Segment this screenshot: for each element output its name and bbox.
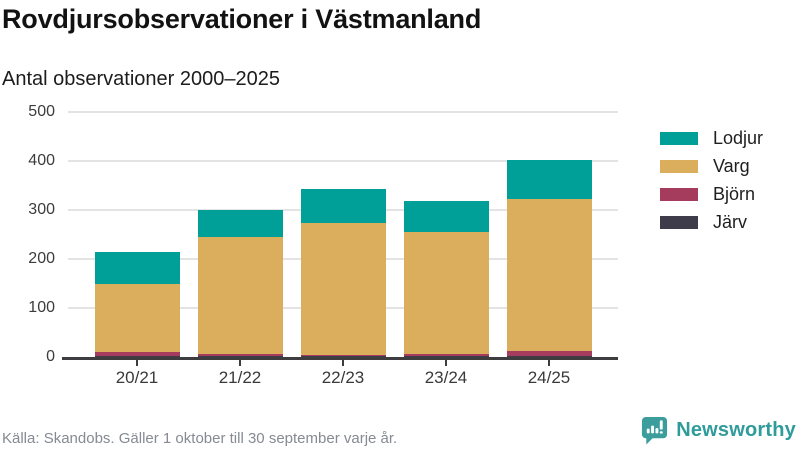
legend-label: Järv <box>713 211 748 232</box>
segment-björn-21/22 <box>197 353 283 357</box>
source-note: Källa: Skandobs. Gäller 1 oktober till 3… <box>2 430 398 447</box>
x-tick-label-23/24: 23/24 <box>424 368 468 387</box>
bar-22/23 <box>300 189 386 357</box>
gridline-400 <box>68 160 618 162</box>
segment-lodjur-22/23 <box>300 189 386 223</box>
segment-varg-23/24 <box>403 232 489 354</box>
plot-area <box>65 111 618 357</box>
bar-23/24 <box>403 200 489 357</box>
y-tick-label: 500 <box>28 103 55 120</box>
segment-järv-22/23 <box>300 356 386 357</box>
x-tick-label-21/22: 21/22 <box>218 368 262 387</box>
segment-varg-20/21 <box>94 283 180 353</box>
y-tick-label: 400 <box>28 152 55 169</box>
y-tick-label: 200 <box>28 250 55 267</box>
legend-label: Lodjur <box>713 127 764 148</box>
segment-järv-24/25 <box>506 356 592 357</box>
chart-subtitle: Antal observationer 2000–2025 <box>2 68 280 90</box>
segment-järv-20/21 <box>94 356 180 357</box>
legend-swatch-varg <box>660 159 698 173</box>
segment-lodjur-20/21 <box>94 251 180 284</box>
x-tick-label-20/21: 20/21 <box>115 368 159 387</box>
segment-lodjur-24/25 <box>506 160 592 200</box>
newsworthy-logo-icon <box>642 416 668 445</box>
chart-legend: Lodjur Varg Björn Järv <box>660 128 763 243</box>
x-tick <box>548 360 550 366</box>
x-tick-label-24/25: 24/25 <box>527 368 571 387</box>
legend-label: Björn <box>713 183 756 204</box>
legend-swatch-lodjur <box>660 131 698 145</box>
legend-item-lodjur: Lodjur <box>660 128 763 148</box>
bar-21/22 <box>197 210 283 357</box>
segment-varg-21/22 <box>197 236 283 354</box>
x-tick-label-22/23: 22/23 <box>321 368 365 387</box>
legend-item-björn: Björn <box>660 184 763 204</box>
segment-varg-24/25 <box>506 199 592 352</box>
segment-lodjur-23/24 <box>403 200 489 233</box>
segment-björn-23/24 <box>403 353 489 357</box>
legend-swatch-björn <box>660 187 698 201</box>
legend-label: Varg <box>713 155 750 176</box>
x-tick <box>445 360 447 366</box>
segment-björn-24/25 <box>506 351 592 357</box>
segment-järv-23/24 <box>403 356 489 357</box>
y-tick-label: 300 <box>28 201 55 218</box>
newsworthy-logo-text: Newsworthy <box>676 419 796 441</box>
legend-swatch-järv <box>660 215 698 229</box>
bar-24/25 <box>506 160 592 357</box>
page-title: Rovdjursobservationer i Västmanland <box>2 4 482 34</box>
y-tick-label: 100 <box>28 299 55 316</box>
y-tick-label: 0 <box>46 348 55 365</box>
segment-lodjur-21/22 <box>197 210 283 237</box>
x-tick <box>239 360 241 366</box>
x-axis-line <box>62 357 618 360</box>
segment-björn-20/21 <box>94 352 180 357</box>
gridline-500 <box>68 111 618 113</box>
bar-20/21 <box>94 251 180 357</box>
x-tick <box>342 360 344 366</box>
x-tick <box>136 360 138 366</box>
legend-item-varg: Varg <box>660 156 763 176</box>
legend-item-järv: Järv <box>660 212 763 232</box>
segment-varg-22/23 <box>300 222 386 356</box>
newsworthy-logo[interactable]: Newsworthy <box>640 415 796 446</box>
segment-järv-21/22 <box>197 356 283 357</box>
segment-björn-22/23 <box>300 355 386 357</box>
